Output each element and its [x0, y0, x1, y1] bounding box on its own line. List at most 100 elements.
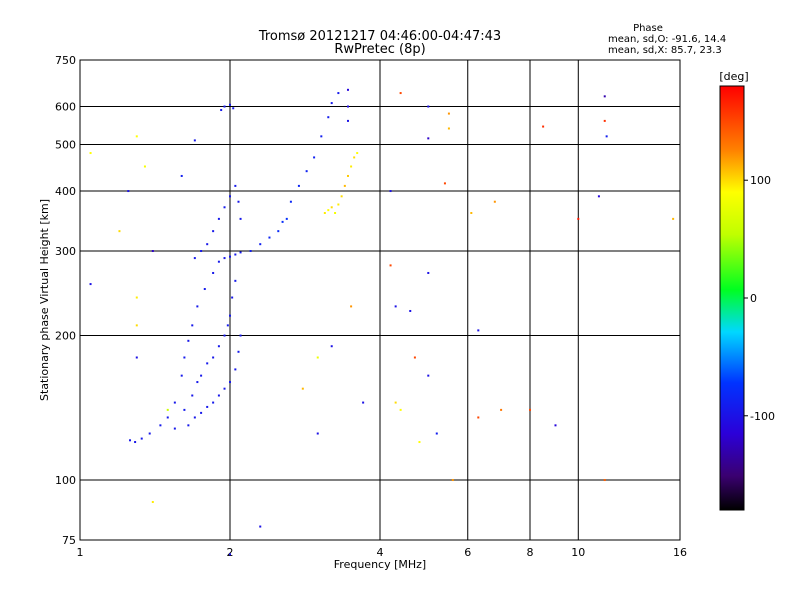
- data-point-o: [217, 260, 220, 263]
- data-point-noise: [542, 125, 545, 128]
- data-point-o: [330, 102, 333, 105]
- data-point-noise: [135, 324, 138, 327]
- data-point-o: [212, 230, 215, 233]
- data-point-noise: [143, 165, 146, 168]
- data-point-o: [203, 288, 206, 291]
- data-point-o: [281, 220, 284, 223]
- data-point-noise: [529, 408, 531, 411]
- data-point-o: [234, 279, 237, 282]
- data-point-o: [229, 195, 231, 198]
- data-point-o: [239, 251, 242, 254]
- data-point-o: [180, 374, 183, 377]
- x-tick-label: 1: [77, 546, 84, 559]
- data-point-o: [220, 109, 223, 112]
- data-point-x: [334, 212, 337, 215]
- data-point-o: [237, 200, 240, 203]
- data-point-o: [206, 405, 209, 408]
- data-point-noise: [135, 135, 138, 138]
- data-point-o: [212, 271, 215, 274]
- data-point-o: [187, 424, 190, 427]
- data-point-o: [191, 324, 194, 327]
- data-point-o: [327, 116, 330, 119]
- data-point-o: [346, 88, 349, 91]
- x-tick-label: 8: [527, 546, 534, 559]
- data-point-x: [323, 212, 326, 215]
- data-point-noise: [394, 305, 397, 308]
- colorbar: [719, 85, 745, 511]
- data-point-noise: [597, 195, 600, 198]
- y-tick-label: 200: [55, 330, 76, 343]
- data-point-noise: [493, 200, 496, 203]
- data-point-noise: [477, 329, 480, 332]
- data-point-o: [297, 184, 300, 187]
- data-point-noise: [166, 408, 169, 411]
- data-point-noise: [394, 401, 397, 404]
- colorbar-tick-label: -100: [750, 410, 775, 423]
- data-point-noise: [362, 401, 365, 404]
- data-point-o: [140, 437, 143, 440]
- data-point-noise: [135, 356, 138, 359]
- data-point-o: [217, 217, 220, 220]
- colorbar-ticks: 100 0 -100: [744, 174, 775, 423]
- data-point-noise: [427, 271, 430, 274]
- data-point-noise: [470, 212, 473, 215]
- data-point-o: [223, 334, 226, 337]
- data-point-x: [343, 184, 346, 187]
- data-point-o: [159, 424, 162, 427]
- data-point-noise: [447, 127, 450, 130]
- data-point-o: [346, 105, 349, 108]
- data-point-o: [217, 394, 220, 397]
- data-point-o: [346, 119, 349, 122]
- data-point-o: [200, 250, 203, 253]
- colorbar-tick-label: 100: [750, 174, 771, 187]
- y-tick-label: 100: [55, 474, 76, 487]
- stats-o: mean, sd,O: -91.6, 14.4: [608, 34, 726, 45]
- data-point-x: [340, 195, 343, 198]
- data-point-noise: [427, 137, 430, 140]
- data-point-noise: [554, 424, 557, 427]
- data-point-o: [212, 356, 215, 359]
- data-point-o: [285, 217, 288, 220]
- data-point-o: [196, 381, 199, 384]
- data-point-o: [206, 243, 209, 246]
- data-point-noise: [180, 174, 183, 177]
- x-tick-label: 16: [673, 546, 687, 559]
- data-point-o: [193, 257, 196, 260]
- x-tick-label: 10: [571, 546, 585, 559]
- data-point-noise: [409, 309, 412, 312]
- data-point-o: [200, 411, 203, 414]
- data-point-o: [223, 206, 226, 209]
- data-point-o: [231, 296, 234, 299]
- data-point-o: [193, 416, 196, 419]
- data-point-noise: [118, 230, 121, 233]
- data-point-noise: [427, 105, 430, 108]
- data-point-o: [173, 427, 176, 430]
- data-point-noise: [151, 250, 154, 253]
- data-point-noise: [672, 217, 675, 220]
- stats-heading: Phase: [633, 23, 663, 34]
- data-point-o: [173, 401, 176, 404]
- data-point-x: [356, 152, 359, 155]
- data-point-noise: [399, 92, 402, 95]
- data-point-noise: [605, 135, 608, 138]
- data-point-o: [320, 135, 323, 138]
- data-point-o: [217, 345, 220, 348]
- data-point-o: [183, 356, 186, 359]
- data-point-noise: [193, 139, 196, 142]
- data-point-o: [191, 394, 194, 397]
- data-point-o: [234, 368, 237, 371]
- data-point-o: [289, 200, 292, 203]
- y-axis-label: Stationary phase Virtual Height [km]: [38, 199, 51, 401]
- data-point-o: [134, 441, 137, 444]
- data-point-noise: [316, 432, 319, 435]
- colorbar-tick-label: 0: [750, 292, 757, 305]
- data-point-x: [337, 203, 340, 206]
- data-point-o: [129, 439, 132, 442]
- data-point-noise: [151, 500, 154, 503]
- data-point-o: [229, 255, 231, 258]
- colorbar-unit: [deg]: [719, 70, 748, 83]
- data-point-o: [229, 381, 231, 384]
- data-point-o: [259, 243, 262, 246]
- data-point-o: [223, 257, 226, 260]
